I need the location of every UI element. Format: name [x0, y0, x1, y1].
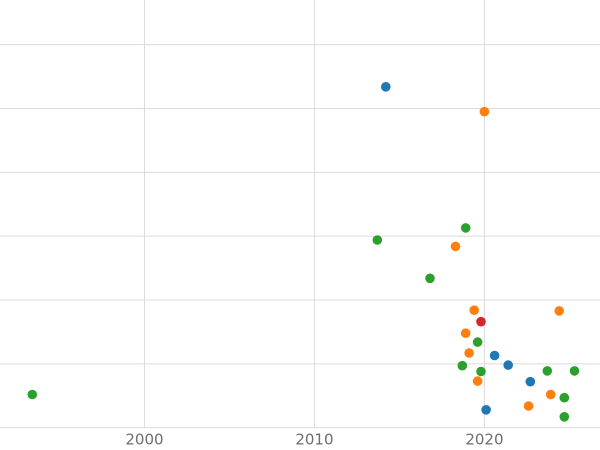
- data-point-series-blue: [503, 360, 513, 370]
- data-point-series-green: [472, 337, 483, 347]
- data-point-series-orange: [479, 106, 490, 117]
- data-point-series-orange: [472, 376, 483, 386]
- data-point-series-red: [476, 316, 486, 327]
- data-point-series-blue: [525, 376, 536, 387]
- x-tick-label: 2000: [125, 431, 163, 449]
- data-point-series-green: [425, 273, 435, 284]
- x-tick-label: 2020: [465, 431, 503, 449]
- data-point-series-green: [476, 366, 486, 377]
- data-point-series-blue: [481, 405, 491, 415]
- data-point-series-green: [460, 223, 471, 233]
- data-point-series-orange: [469, 305, 480, 316]
- data-point-series-orange: [523, 401, 534, 411]
- data-point-series-green: [457, 360, 468, 371]
- data-point-series-orange: [545, 389, 556, 400]
- data-point-series-blue: [381, 82, 391, 92]
- data-point-series-green: [569, 366, 580, 376]
- data-point-series-green: [559, 392, 570, 403]
- data-point-series-orange: [554, 306, 564, 316]
- data-point-series-green: [372, 235, 383, 245]
- data-point-series-orange: [450, 241, 461, 252]
- data-point-series-orange: [460, 328, 471, 339]
- data-point-series-orange: [464, 348, 474, 358]
- data-point-series-green: [27, 389, 38, 400]
- data-point-series-green: [542, 366, 553, 376]
- data-point-series-blue: [489, 350, 500, 361]
- x-tick-label: 2010: [295, 431, 333, 449]
- data-point-series-green: [559, 412, 570, 422]
